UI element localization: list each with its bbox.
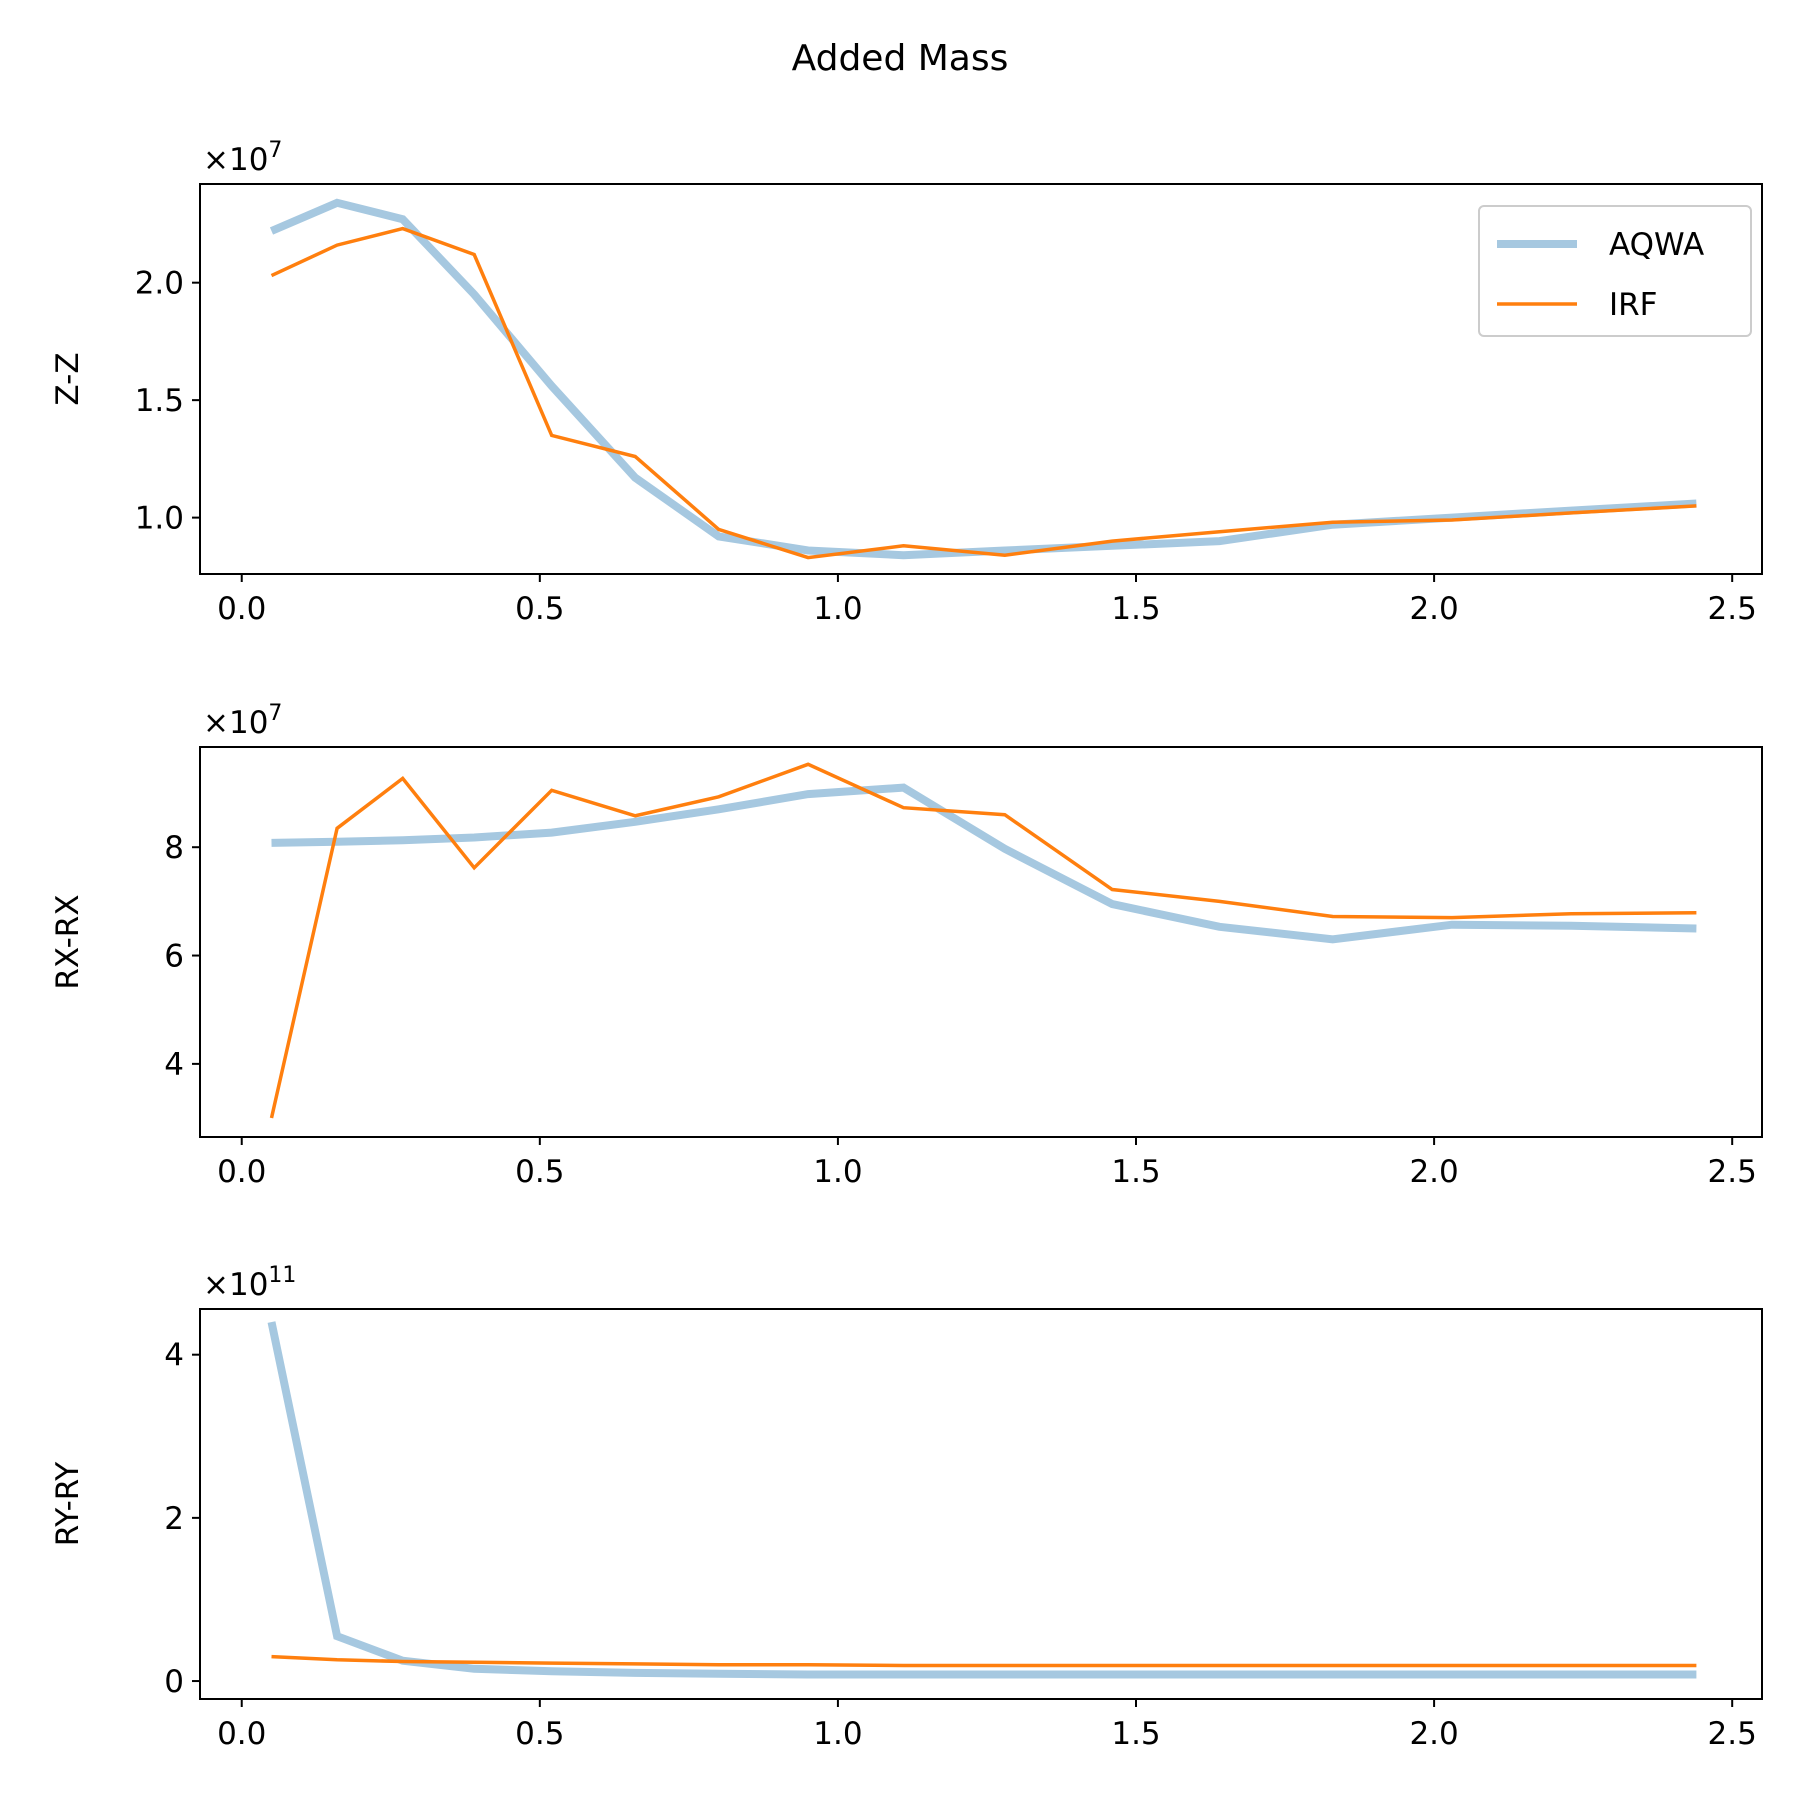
x-tick-label: 1.0 xyxy=(813,1154,862,1190)
y-tick-label: 1.5 xyxy=(135,383,184,419)
series-line-irf xyxy=(269,762,1697,1119)
x-tick-label: 1.5 xyxy=(1111,1154,1160,1190)
y-tick-label: 0 xyxy=(164,1664,184,1700)
axes-frame xyxy=(199,1308,1763,1700)
series-line-aqwa xyxy=(267,1321,1697,1679)
x-tick-label: 0.0 xyxy=(217,591,266,627)
x-tick-label: 2.0 xyxy=(1409,1154,1458,1190)
y-offset-text: ×107 xyxy=(203,138,282,178)
y-axis-label: RY-RY xyxy=(50,1462,86,1547)
subplot-rx-rx: 0.0 0.5 1.0 1.5 2.0 2.5 4 6 8 RX-RX ×107 xyxy=(50,701,1763,1190)
y-tick-label: 2.0 xyxy=(135,266,184,302)
x-tick-label: 0.5 xyxy=(515,591,564,627)
x-tick-label: 2.5 xyxy=(1708,1154,1757,1190)
series-line-aqwa xyxy=(271,783,1697,944)
x-tick-label: 2.5 xyxy=(1708,1716,1757,1752)
y-tick-label: 6 xyxy=(164,939,184,975)
y-tick-label: 1.0 xyxy=(135,501,184,537)
legend: AQWA IRF xyxy=(1478,205,1752,337)
y-tick-label: 4 xyxy=(164,1338,184,1374)
y-axis-label: RX-RX xyxy=(50,894,86,989)
subplot-z-z: 0.0 0.5 1.0 1.5 2.0 2.5 1.0 1.5 2.0 Z-Z ×107 AQWA IR… xyxy=(50,138,1763,627)
y-tick-label: 2 xyxy=(164,1501,184,1537)
y-offset-text: ×107 xyxy=(203,701,282,741)
legend-label-irf: IRF xyxy=(1609,287,1658,323)
y-axis-label: Z-Z xyxy=(50,352,86,405)
figure-title: Added Mass xyxy=(792,38,1009,79)
x-tick-label: 1.5 xyxy=(1111,1716,1160,1752)
x-tick-label: 2.5 xyxy=(1708,591,1757,627)
y-tick-label: 4 xyxy=(164,1047,184,1083)
x-tick-label: 1.5 xyxy=(1111,591,1160,627)
x-tick-label: 1.0 xyxy=(813,1716,862,1752)
x-tick-label: 2.0 xyxy=(1409,591,1458,627)
x-tick-label: 0.5 xyxy=(515,1154,564,1190)
y-tick-label: 8 xyxy=(164,830,184,866)
x-tick-label: 0.0 xyxy=(217,1154,266,1190)
series-line-irf xyxy=(270,226,1697,560)
series-line-irf xyxy=(271,1654,1697,1668)
x-tick-label: 1.0 xyxy=(813,591,862,627)
subplot-ry-ry: 0.0 0.5 1.0 1.5 2.0 2.5 0 2 4 RY-RY ×1011 xyxy=(50,1263,1763,1752)
y-offset-text: ×1011 xyxy=(203,1263,296,1303)
x-tick-label: 0.0 xyxy=(217,1716,266,1752)
x-tick-label: 2.0 xyxy=(1409,1716,1458,1752)
x-tick-label: 0.5 xyxy=(515,1716,564,1752)
axes-frame xyxy=(199,746,1763,1138)
axes-frame xyxy=(199,183,1763,575)
legend-label-aqwa: AQWA xyxy=(1609,227,1704,263)
